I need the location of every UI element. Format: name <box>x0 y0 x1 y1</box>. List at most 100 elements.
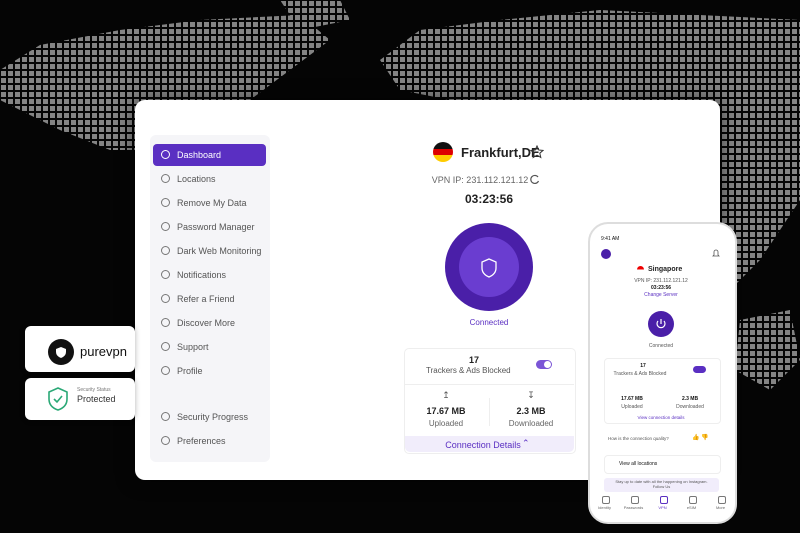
stats-card <box>404 348 576 454</box>
brand-card <box>25 326 135 372</box>
change-server[interactable]: Change Server <box>644 292 678 298</box>
connect-button[interactable] <box>444 222 534 312</box>
sidebar-label: Support <box>177 342 209 352</box>
sidebar-item[interactable]: Preferences <box>153 430 266 452</box>
sidebar-icon <box>161 222 170 231</box>
sidebar-icon <box>161 318 170 327</box>
phone-downloaded-label: Downloaded <box>676 404 704 410</box>
nav-icon[interactable] <box>717 496 726 504</box>
vpn-ip: VPN IP: 231.112.121.12 <box>431 175 529 185</box>
sidebar-item[interactable]: Security Progress <box>153 406 266 428</box>
refresh-icon[interactable] <box>529 174 540 185</box>
security-card <box>25 378 135 420</box>
phone-vpn-ip: VPN IP: 231.112.121.12 <box>634 278 688 284</box>
nav-icon[interactable] <box>630 496 639 504</box>
nav-icon[interactable] <box>688 496 697 504</box>
nav-label[interactable]: Passwords <box>623 505 644 510</box>
sidebar-label: Remove My Data <box>177 198 247 208</box>
phone-power-button[interactable] <box>647 310 675 338</box>
sidebar-item[interactable]: Locations <box>153 168 266 190</box>
phone-stats-card <box>604 358 721 424</box>
details-bar[interactable] <box>405 436 574 452</box>
phone-uploaded-label: Uploaded <box>621 404 643 410</box>
brand-logo <box>48 339 74 365</box>
trackers-label: Trackers & Ads Blocked <box>426 366 511 375</box>
location: Frankfurt,DE <box>461 145 540 160</box>
sidebar-label: Password Manager <box>177 222 255 232</box>
phone-toggle[interactable] <box>693 366 706 373</box>
sidebar-icon <box>161 436 170 445</box>
trackers-count: 17 <box>468 355 480 365</box>
banner-text: Stay up to date with all the happening o… <box>615 479 708 489</box>
sidebar-item[interactable]: Notifications <box>153 264 266 286</box>
phone-downloaded-value: 2.3 MB <box>681 396 699 402</box>
quality-question: How is the connection quality? <box>608 436 669 441</box>
bell-icon[interactable] <box>712 249 720 258</box>
phone-logo <box>601 249 611 259</box>
connection-details[interactable]: Connection Details <box>445 440 521 450</box>
status: Connected <box>469 318 509 327</box>
sidebar-item[interactable]: Profile <box>153 360 266 382</box>
sidebar-label: Dashboard <box>177 150 222 160</box>
sidebar-item[interactable]: Support <box>153 336 266 358</box>
nav-label[interactable]: Identity <box>598 505 611 510</box>
upload-icon: ↥ <box>442 390 450 400</box>
phone-location: Singapore <box>648 266 683 273</box>
banner[interactable] <box>604 478 719 492</box>
downloaded-value: 2.3 MB <box>516 406 546 416</box>
view-details[interactable]: View connection details <box>637 415 685 420</box>
sidebar-label: Locations <box>177 174 216 184</box>
tracker-toggle[interactable] <box>536 360 552 369</box>
phone-trackers-count: 17 <box>640 363 646 369</box>
nav-label[interactable]: VPN <box>658 505 667 510</box>
sidebar-item[interactable]: Discover More <box>153 312 266 334</box>
sidebar-item[interactable]: Password Manager <box>153 216 266 238</box>
view-locations[interactable]: View all locations <box>619 461 658 467</box>
sidebar-icon <box>161 294 170 303</box>
sidebar-label: Security Progress <box>177 412 249 422</box>
flag-de <box>433 142 453 162</box>
phone-time: 9:41 AM <box>601 236 620 242</box>
shield-icon <box>48 387 68 411</box>
sidebar-label: Refer a Friend <box>177 294 235 304</box>
sidebar-item[interactable]: Dashboard <box>153 144 266 166</box>
brand-name: purevpn <box>80 344 127 359</box>
sidebar-item[interactable]: Refer a Friend <box>153 288 266 310</box>
favorite-star[interactable] <box>530 145 544 159</box>
sidebar-icon <box>161 150 170 159</box>
sidebar-label: Preferences <box>177 436 226 446</box>
phone-status: Connected <box>648 343 674 349</box>
uploaded-label: Uploaded <box>428 419 464 428</box>
sidebar-item[interactable]: Dark Web Monitoring <box>153 240 266 262</box>
download-icon: ↧ <box>527 390 535 400</box>
flag-sg <box>637 266 644 273</box>
sidebar-item[interactable]: Remove My Data <box>153 192 266 214</box>
nav-icon[interactable] <box>659 496 668 504</box>
protected: Protected <box>77 394 116 404</box>
sidebar-label: Discover More <box>177 318 236 328</box>
phone-uploaded-value: 17.67 MB <box>621 396 643 402</box>
sidebar-icon <box>161 174 170 183</box>
sidebar-icon <box>161 366 170 375</box>
timer: 03:23:56 <box>464 192 514 206</box>
divider <box>489 398 490 426</box>
nav-icon[interactable] <box>601 496 610 504</box>
divider <box>404 384 574 385</box>
nav-label[interactable]: More <box>715 505 726 510</box>
sidebar-icon <box>161 246 170 255</box>
sidebar-icon <box>161 198 170 207</box>
sidebar-icon <box>161 270 170 279</box>
phone-trackers-label: Trackers & Ads Blocked <box>613 371 667 377</box>
security-status: Security Status <box>77 387 111 393</box>
chevron-up: ⌃ <box>522 438 530 448</box>
downloaded-label: Downloaded <box>508 419 554 428</box>
phone-nav: Identity Passwords VPN eSIM More <box>590 494 735 514</box>
sidebar <box>150 135 270 462</box>
thumbs-icons[interactable]: 👍 👎 <box>692 435 709 441</box>
sidebar-label: Profile <box>177 366 203 376</box>
sidebar-icon <box>161 412 170 421</box>
sidebar-label: Notifications <box>177 270 227 280</box>
nav-label[interactable]: eSIM <box>686 505 697 510</box>
locations-row[interactable] <box>604 455 721 474</box>
